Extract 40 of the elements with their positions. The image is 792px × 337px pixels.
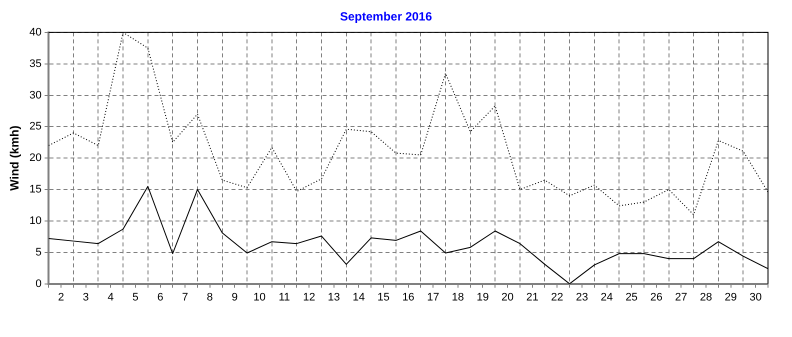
x-tick-label: 17 xyxy=(427,291,440,304)
chart-title: September 2016 xyxy=(340,10,432,24)
y-axis-title: Wind (kmh) xyxy=(8,125,22,191)
x-tick-label: 23 xyxy=(576,291,588,304)
x-tick-label: 11 xyxy=(278,291,290,304)
y-tick-label: 15 xyxy=(29,184,42,196)
x-tick-label: 9 xyxy=(232,291,238,304)
x-tick-label: 3 xyxy=(82,291,89,304)
x-tick-label: 18 xyxy=(452,291,464,304)
x-tick-label: 21 xyxy=(526,291,538,304)
y-tick-label: 35 xyxy=(29,58,42,70)
x-tick-label: 16 xyxy=(402,291,414,304)
x-tick-label: 19 xyxy=(476,291,489,304)
x-tick-label: 15 xyxy=(377,291,390,304)
y-tick-label: 30 xyxy=(29,89,42,102)
x-tick-label: 24 xyxy=(600,291,613,304)
y-tick-label: 40 xyxy=(29,26,42,38)
y-tick-label: 5 xyxy=(36,246,42,258)
x-tick-label: 29 xyxy=(724,291,737,304)
x-tick-label: 26 xyxy=(650,291,662,304)
x-tick-label: 25 xyxy=(625,291,638,304)
x-tick-label: 22 xyxy=(551,291,564,304)
x-tick-label: 10 xyxy=(253,291,266,304)
x-tick-label: 8 xyxy=(206,291,213,304)
x-tick-label: 27 xyxy=(675,291,688,304)
x-tick-label: 30 xyxy=(749,291,762,304)
y-tick-label: 20 xyxy=(29,152,42,164)
x-tick-label: 7 xyxy=(182,291,188,304)
x-tick-label: 12 xyxy=(302,291,316,304)
y-tick-label: 0 xyxy=(36,278,42,290)
y-tick-label: 10 xyxy=(29,214,42,227)
y-tick-label: 25 xyxy=(29,120,42,133)
x-tick-label: 20 xyxy=(501,291,514,304)
x-tick-label: 2 xyxy=(58,291,64,304)
x-tick-label: 13 xyxy=(328,291,340,304)
x-tick-label: 28 xyxy=(700,291,712,304)
x-tick-label: 14 xyxy=(352,291,365,304)
x-tick-label: 5 xyxy=(132,291,139,304)
x-tick-label: 4 xyxy=(108,291,114,304)
x-tick-label: 6 xyxy=(157,291,164,304)
